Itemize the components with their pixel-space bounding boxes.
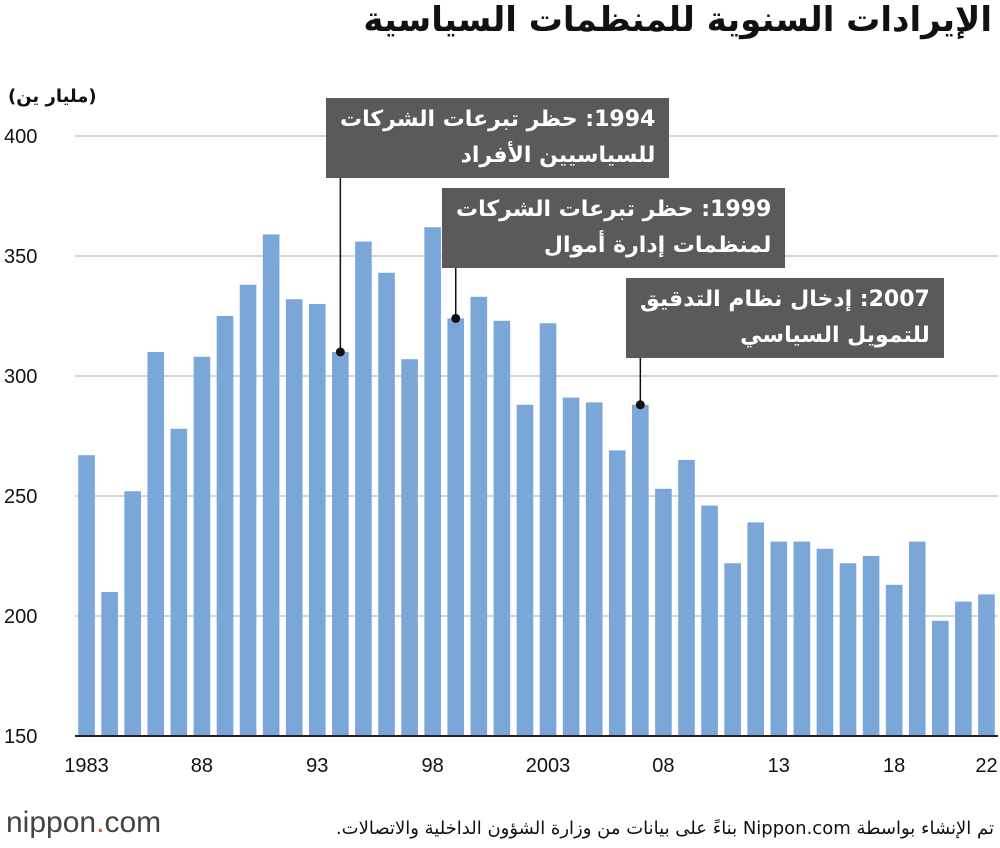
bar-2002 xyxy=(516,404,534,736)
x-tick-label: 08 xyxy=(652,755,674,777)
annotation-1994: 1994: حظر تبرعات الشركات للسياسيين الأفر… xyxy=(326,98,670,178)
bar-1983 xyxy=(78,455,95,736)
bar-2011 xyxy=(724,563,741,736)
annotation-1999-line2: لمنظمات إدارة أموال xyxy=(543,233,772,258)
bar-2015 xyxy=(816,548,834,736)
bar-1996 xyxy=(378,272,395,736)
bar-1988 xyxy=(193,356,211,736)
x-tick-label: 2003 xyxy=(526,755,571,777)
bar-2018 xyxy=(885,584,903,736)
bar-2007 xyxy=(632,404,649,736)
annotation-1999: 1999: حظر تبرعات الشركات لمنظمات إدارة أ… xyxy=(442,188,786,268)
bar-2022 xyxy=(978,594,995,736)
annotation-marker-1994 xyxy=(335,347,345,357)
bar-2004 xyxy=(562,397,580,736)
bar-1995 xyxy=(355,241,372,736)
bar-2017 xyxy=(862,556,880,736)
chart-title: الإيرادات السنوية للمنظمات السياسية xyxy=(363,0,992,40)
bar-2010 xyxy=(701,505,718,736)
logo-text-main: nippon xyxy=(6,806,97,839)
logo-dot: . xyxy=(96,806,105,839)
annotation-marker-1999 xyxy=(451,313,461,323)
bar-2013 xyxy=(770,541,788,736)
nippon-logo: nippon.com xyxy=(6,806,161,840)
bar-1991 xyxy=(262,234,280,736)
bar-2021 xyxy=(955,601,972,736)
bar-2001 xyxy=(493,320,511,736)
bar-2014 xyxy=(793,541,811,736)
bar-1992 xyxy=(285,299,303,736)
annotation-1999-line1: 1999: حظر تبرعات الشركات xyxy=(456,197,772,222)
bar-2006 xyxy=(608,450,626,736)
x-tick-label: 18 xyxy=(883,755,905,777)
annotation-2007-line2: للتمويل السياسي xyxy=(740,323,930,348)
annotation-1994-line1: 1994: حظر تبرعات الشركات xyxy=(340,107,656,132)
bar-1985 xyxy=(124,491,141,736)
bar-2008 xyxy=(655,488,672,736)
x-tick-label: 88 xyxy=(191,755,213,777)
annotation-1994-line2: للسياسيين الأفراد xyxy=(460,143,656,168)
y-tick-label: 400 xyxy=(4,126,37,148)
bar-1999 xyxy=(447,318,465,736)
annotation-marker-2007 xyxy=(635,400,645,410)
y-tick-label: 200 xyxy=(4,606,37,628)
bar-1998 xyxy=(424,227,441,736)
x-tick-label: 93 xyxy=(306,755,328,777)
bar-1994 xyxy=(332,352,349,736)
x-tick-label: 98 xyxy=(422,755,444,777)
bar-2019 xyxy=(908,541,926,736)
bar-2020 xyxy=(932,620,949,736)
bar-2009 xyxy=(678,460,695,736)
bar-1984 xyxy=(101,592,118,736)
x-tick-label: 22 xyxy=(975,755,997,777)
bar-2003 xyxy=(539,323,557,736)
y-tick-label: 250 xyxy=(4,486,37,508)
bar-1987 xyxy=(170,428,188,736)
source-note: تم الإنشاء بواسطة Nippon.com بناءً على ب… xyxy=(335,818,994,839)
bar-1986 xyxy=(147,352,165,736)
bar-2012 xyxy=(747,522,765,736)
x-tick-label: 13 xyxy=(768,755,790,777)
bar-2000 xyxy=(470,296,488,736)
bar-1990 xyxy=(239,284,257,736)
bar-1997 xyxy=(401,359,418,736)
y-tick-label: 150 xyxy=(4,726,37,748)
bar-2005 xyxy=(585,402,603,736)
logo-text-tail: com xyxy=(104,806,162,839)
y-axis-unit-label: (مليار ين) xyxy=(8,86,97,107)
bar-1989 xyxy=(216,316,234,736)
x-tick-label: 1983 xyxy=(64,755,109,777)
annotation-2007: 2007: إدخال نظام التدقيق للتمويل السياسي xyxy=(626,278,944,358)
annotation-2007-line1: 2007: إدخال نظام التدقيق xyxy=(640,287,930,312)
bar-chart: 400 350 300 250 200 150 1983 88 93 98 2003 08 13 18 22 xyxy=(4,126,998,777)
bar-2016 xyxy=(839,563,857,736)
y-tick-label: 350 xyxy=(4,246,37,268)
bar-1993 xyxy=(308,304,326,736)
y-tick-label: 300 xyxy=(4,366,37,388)
